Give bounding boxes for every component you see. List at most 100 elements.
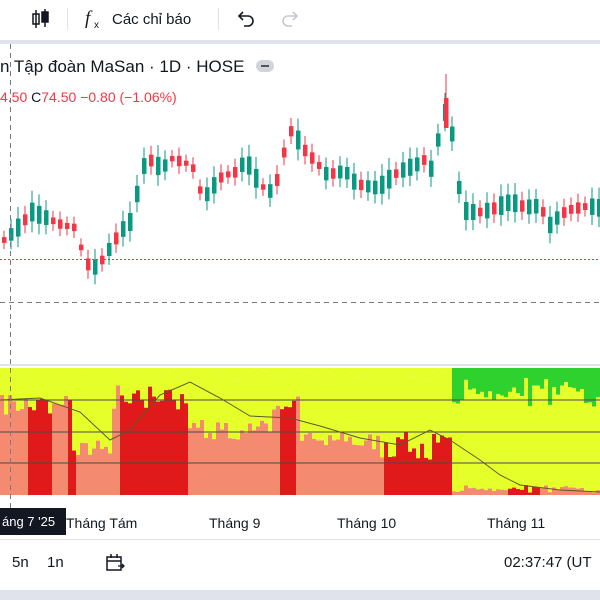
- indicator-bar-low: [516, 489, 520, 495]
- indicator-bar-top: [580, 368, 584, 390]
- indicator-bar-top: [396, 368, 400, 373]
- indicator-bar-top: [500, 368, 504, 396]
- indicator-bar-mid: [324, 377, 328, 446]
- indicator-bar-mid: [536, 385, 540, 488]
- indicator-bar-low: [208, 433, 212, 495]
- redo-button[interactable]: [280, 0, 302, 38]
- indicator-bar-top: [124, 368, 128, 377]
- collapse-legend-icon[interactable]: [256, 59, 275, 72]
- candle-body: [471, 203, 476, 221]
- price-chart[interactable]: [0, 44, 600, 510]
- candles-icon: [32, 9, 49, 28]
- candle-body: [394, 169, 399, 178]
- candle-body: [275, 174, 280, 186]
- clock-timezone[interactable]: 02:37:47 (UT: [504, 554, 592, 571]
- indicator-bar-low: [568, 487, 572, 495]
- indicator-bar-mid: [204, 378, 208, 438]
- indicator-bar-mid: [224, 371, 228, 423]
- indicator-bar-top: [468, 368, 472, 390]
- goto-date-button[interactable]: [104, 552, 126, 578]
- indicator-bar-mid: [72, 377, 76, 451]
- indicator-bar-top: [80, 368, 84, 372]
- indicator-bar-low: [76, 454, 80, 495]
- indicator-bar-top: [524, 368, 528, 379]
- indicator-bar-top: [252, 368, 256, 376]
- indicator-bar-top: [400, 368, 404, 374]
- candle-body: [444, 98, 449, 128]
- indicator-bar-mid: [280, 377, 284, 410]
- undo-button[interactable]: [234, 0, 256, 38]
- indicator-bar-low: [244, 433, 248, 495]
- chart-type-button[interactable]: [28, 0, 52, 38]
- indicator-bar-low: [64, 395, 68, 495]
- symbol-legend[interactable]: n Tập đoàn MaSan · 1D · HOSE: [0, 57, 275, 77]
- candle-body: [44, 210, 49, 225]
- candle-body: [212, 177, 217, 194]
- indicator-bar-mid: [448, 372, 452, 438]
- candle-body: [450, 126, 455, 142]
- indicator-bar-top: [496, 368, 500, 394]
- candle-body: [219, 172, 224, 183]
- svg-text:x: x: [94, 20, 99, 31]
- indicator-bar-top: [228, 368, 232, 380]
- indicator-bar-low: [584, 491, 588, 495]
- indicator-bar-top: [444, 368, 448, 373]
- indicator-bar-low: [556, 489, 560, 495]
- time-label-sep: Tháng 9: [209, 515, 261, 531]
- candle-body: [555, 211, 560, 225]
- indicator-bar-low: [476, 489, 480, 495]
- indicator-bar-top: [20, 368, 24, 378]
- indicator-bar-low: [116, 385, 120, 495]
- indicator-bar-low: [388, 457, 392, 495]
- indicator-bar-top: [476, 368, 480, 395]
- indicator-bar-low: [384, 442, 388, 495]
- indicator-bar-top: [336, 368, 340, 375]
- candle-body: [79, 244, 84, 251]
- indicators-button[interactable]: f x Các chỉ báo: [84, 0, 191, 38]
- indicator-bar-low: [420, 443, 424, 495]
- indicator-bar-top: [164, 368, 168, 373]
- indicator-bar-top: [440, 368, 444, 372]
- indicator-bar-mid: [548, 404, 552, 493]
- indicator-bar-mid: [384, 374, 388, 443]
- indicator-bar-mid: [360, 377, 364, 446]
- toolbar-separator: [218, 8, 219, 30]
- range-5d-button[interactable]: 5n: [12, 554, 29, 571]
- indicator-bar-low: [592, 492, 596, 495]
- indicator-bar-top: [148, 368, 152, 371]
- indicator-bar-top: [340, 368, 344, 372]
- indicator-bar-low: [172, 399, 176, 495]
- bottom-toolbar: 5n 1n 02:37:47 (UT: [0, 540, 600, 586]
- candle-body: [436, 133, 441, 147]
- indicator-bar-mid: [320, 375, 324, 441]
- candle-body: [289, 126, 294, 137]
- indicator-bar-top: [128, 368, 132, 378]
- indicator-bar-low: [572, 487, 576, 495]
- indicator-bar-low: [40, 398, 44, 495]
- indicator-bar-mid: [500, 395, 504, 490]
- indicator-bar-mid: [248, 371, 252, 424]
- indicator-bar-mid: [112, 379, 116, 409]
- time-axis[interactable]: Tháng Tám Tháng 9 Tháng 10 Tháng 11: [0, 510, 600, 536]
- candle-body: [464, 202, 469, 220]
- indicator-bar-mid: [108, 379, 112, 454]
- indicator-bar-mid: [104, 374, 108, 447]
- candle-body: [205, 187, 210, 202]
- indicator-bar-mid: [32, 377, 36, 411]
- indicator-bar-low: [60, 404, 64, 495]
- indicator-bar-top: [372, 368, 376, 380]
- indicator-bar-low: [408, 451, 412, 495]
- candle-body: [310, 152, 315, 164]
- indicator-bar-top: [572, 368, 576, 388]
- indicator-bar-low: [596, 490, 600, 495]
- indicator-bar-low: [228, 438, 232, 495]
- candle-body: [128, 212, 133, 232]
- candle-body: [562, 207, 567, 218]
- indicator-bar-mid: [388, 379, 392, 458]
- range-1d-button[interactable]: 1n: [47, 554, 64, 571]
- indicator-bar-mid: [412, 376, 416, 449]
- indicator-bar-top: [536, 368, 540, 386]
- indicator-bar-low: [192, 422, 196, 495]
- indicator-bar-mid: [552, 387, 556, 488]
- indicator-bar-top: [40, 368, 44, 372]
